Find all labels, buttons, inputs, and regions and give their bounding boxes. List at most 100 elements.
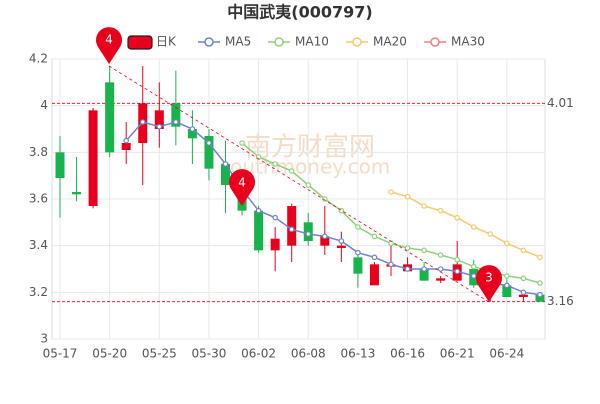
- candle-body: [336, 245, 346, 248]
- candle-body: [105, 82, 115, 153]
- ma-point: [189, 126, 196, 132]
- legend-label: MA30: [451, 35, 485, 49]
- legend-swatch: [430, 37, 440, 47]
- candle-body: [518, 294, 528, 297]
- candle-body: [535, 294, 545, 302]
- candle-body: [72, 192, 82, 195]
- ma-point: [421, 247, 427, 254]
- legend-label: MA5: [225, 35, 251, 49]
- chart-title: 中国武夷(000797): [227, 3, 372, 22]
- legend-label: 日K: [156, 35, 177, 49]
- ma-point: [421, 266, 427, 272]
- candle-body: [221, 164, 230, 185]
- candle-body: [287, 206, 297, 246]
- x-tick-label: 06-08: [291, 347, 326, 361]
- reference-label: 4.01: [547, 96, 574, 110]
- y-tick-label: 3.4: [29, 238, 48, 252]
- ma-point: [537, 280, 543, 286]
- ma-point: [355, 249, 361, 256]
- trend-line: [108, 65, 490, 303]
- candle-body: [121, 143, 131, 150]
- ma-point: [156, 123, 163, 130]
- pin: 4: [229, 169, 255, 206]
- ma-point: [139, 119, 146, 125]
- ma-point: [388, 261, 394, 268]
- x-tick-label: 05-20: [92, 347, 127, 361]
- y-tick-label: 3.6: [29, 192, 48, 206]
- x-tick-label: 06-21: [440, 347, 475, 361]
- candle-body: [254, 210, 264, 251]
- ma-point: [272, 214, 278, 221]
- legend-swatch: [274, 37, 284, 47]
- ma-point: [487, 231, 494, 237]
- candle-body: [320, 236, 330, 246]
- ma-point: [454, 256, 461, 263]
- candle-body: [353, 257, 363, 274]
- ma-point: [288, 168, 295, 174]
- y-tick-label: 3: [40, 332, 48, 346]
- ma-line: [390, 191, 541, 259]
- candle-body: [369, 264, 379, 286]
- ma-point: [123, 137, 130, 144]
- ma-point: [404, 193, 411, 200]
- ma-point: [470, 263, 477, 270]
- candle-body: [55, 152, 65, 178]
- candle-body: [436, 278, 446, 281]
- ma-point: [222, 161, 229, 167]
- ma-point: [520, 289, 527, 296]
- x-tick-label: 05-17: [43, 347, 78, 361]
- candle-body: [502, 285, 512, 297]
- ma-point: [504, 240, 510, 247]
- ma-point: [305, 231, 312, 237]
- ma-point: [421, 203, 427, 209]
- ma-point: [537, 254, 543, 261]
- ma-point: [437, 266, 444, 272]
- x-tick-label: 06-02: [241, 347, 276, 361]
- x-tick-label: 05-25: [142, 347, 177, 361]
- legend-label: MA20: [373, 35, 407, 49]
- ma-point: [206, 140, 212, 146]
- ma-point: [470, 273, 477, 279]
- watermark: 南方财富网: [245, 133, 375, 163]
- ma-point: [504, 282, 510, 289]
- ma-point: [454, 214, 461, 221]
- ma-point: [520, 247, 527, 254]
- ma-point: [338, 238, 345, 244]
- y-tick-label: 3.8: [29, 145, 48, 159]
- ma-point: [321, 233, 328, 240]
- pin-label: 4: [105, 33, 113, 47]
- legend: 日K MA5 MA10 MA20 MA30: [127, 35, 485, 50]
- ma-point: [520, 275, 527, 282]
- ma-point: [173, 119, 179, 125]
- candle-body: [187, 129, 197, 139]
- candle-body: [204, 136, 214, 169]
- ma-point: [388, 240, 394, 247]
- candle-body: [270, 238, 280, 251]
- ma-point: [371, 233, 378, 240]
- reference-label: 3.16: [547, 294, 574, 308]
- ma-point: [404, 245, 411, 251]
- candle-body: [419, 269, 429, 281]
- x-tick-label: 06-16: [390, 347, 425, 361]
- ma-point: [305, 182, 312, 188]
- ma-point: [355, 224, 361, 230]
- pin-shape: [229, 169, 255, 206]
- ma-point: [537, 291, 543, 298]
- x-tick-label: 06-24: [489, 347, 524, 361]
- pin-shape: [476, 265, 503, 302]
- pin-label: 3: [485, 271, 493, 285]
- y-tick-label: 3.2: [29, 285, 48, 299]
- ma-point: [404, 266, 411, 272]
- candle-body: [171, 103, 181, 127]
- ma-point: [437, 252, 444, 258]
- x-tick-label: 06-13: [340, 347, 375, 361]
- pin: 3: [476, 265, 503, 302]
- ma-point: [255, 207, 262, 214]
- candle-body: [88, 110, 98, 206]
- plot-area: 3 3.2 3.4 3.6 3.8 4 4.2 05-17 05-20 05-25 05-30 06-…: [29, 52, 546, 361]
- ma-point: [388, 189, 394, 195]
- ma-point: [437, 207, 444, 214]
- pin-shape: [96, 27, 122, 64]
- ma-point: [454, 268, 461, 275]
